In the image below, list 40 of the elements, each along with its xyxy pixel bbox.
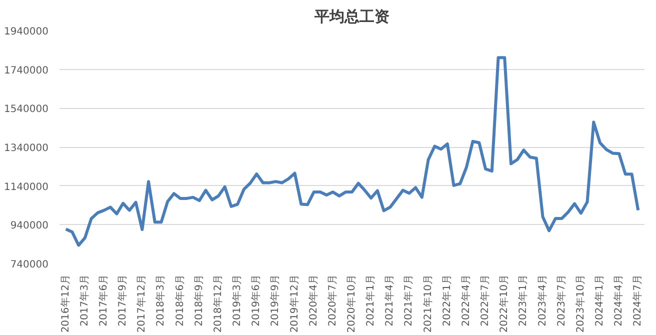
x-tick-label: 2018年3月 [154,274,167,326]
chart-title: 平均总工资 [314,8,390,26]
x-tick-label: 2020年4月 [307,274,320,326]
x-tick-label: 2018年12月 [212,274,224,333]
x-tick-label: 2024年7月 [632,274,644,326]
x-tick-label: 2024年4月 [612,274,625,326]
x-tick-label: 2016年12月 [59,274,72,333]
x-tick-label: 2019年12月 [288,274,300,333]
x-tick-label: 2017年9月 [116,274,129,326]
x-tick-label: 2022年4月 [460,274,472,326]
x-tick-label: 2019年6月 [250,274,262,326]
y-tick-label: 1740000 [4,65,49,76]
x-tick-label: 2018年6月 [174,274,186,326]
x-tick-label: 2023年7月 [555,274,568,326]
x-tick-label: 2020年7月 [326,274,338,326]
y-tick-label: 740000 [10,260,49,270]
x-tick-label: 2021年4月 [384,274,396,326]
x-tick-label: 2018年9月 [192,274,205,326]
x-tick-label: 2023年4月 [536,274,548,326]
x-tick-label: 2022年7月 [479,274,492,326]
y-tick-label: 1140000 [4,182,49,193]
y-tick-label: 1340000 [4,143,49,154]
x-tick-label: 2019年3月 [231,274,244,326]
x-tick-label: 2021年10月 [422,274,434,333]
x-tick-label: 2020年10月 [346,274,358,333]
x-tick-label: 2017年3月 [78,274,90,326]
y-tick-label: 1940000 [4,26,49,38]
line-series [64,56,640,247]
x-tick-label: 2021年1月 [364,274,377,326]
x-tick-label: 2017年12月 [136,274,148,333]
y-tick-label: 1540000 [4,104,49,116]
x-tick-label: 2022年10月 [498,274,510,333]
x-tick-label: 2023年10月 [574,274,586,333]
x-tick-label: 2023年1月 [517,274,530,326]
x-tick-label: 2021年7月 [402,274,415,326]
x-tick-label: 2024年1月 [593,274,606,326]
x-tick-label: 2022年1月 [440,274,453,326]
y-tick-label: 940000 [10,220,49,232]
x-tick-label: 2017年6月 [98,274,110,326]
x-tick-label: 2019年9月 [269,274,282,326]
